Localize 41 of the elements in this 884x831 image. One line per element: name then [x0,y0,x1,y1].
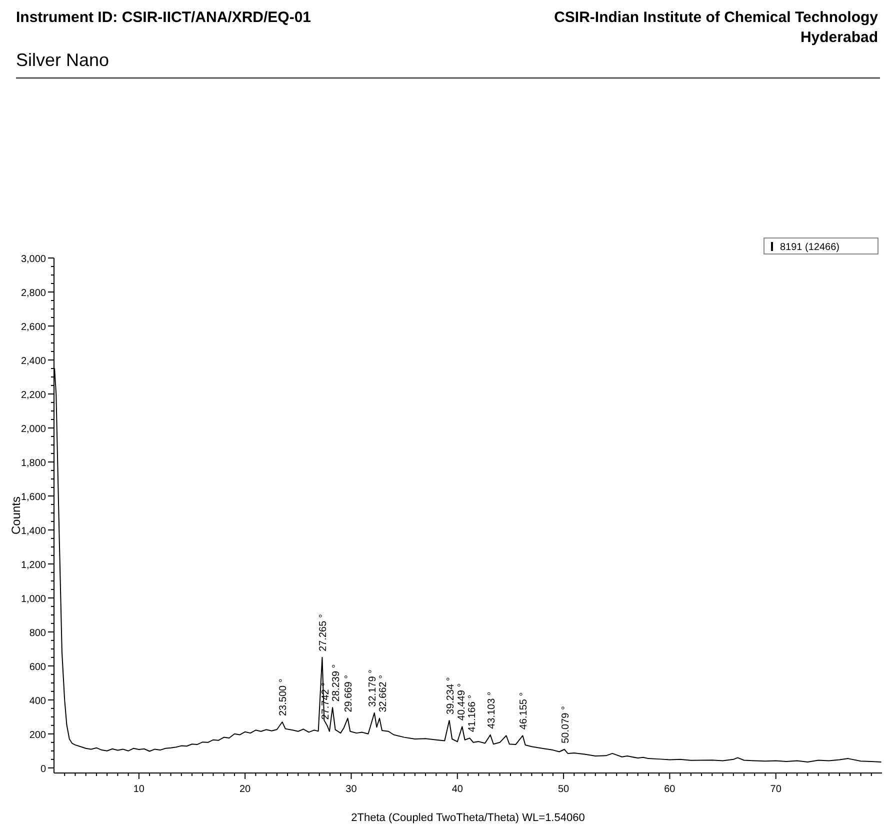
text: CSIR-Indian Institute of Chemical Technology [554,9,879,26]
x-axis-title: 2Theta (Coupled TwoTheta/Theta) WL=1.54060 [351,812,585,824]
annotation: 41.166 ° [467,694,478,732]
y-tick-label: 2,800 [20,288,46,299]
chart-title: Silver Nano [16,50,110,70]
annotation: 46.155 ° [518,692,530,730]
annotation: 29.669 ° [344,674,355,712]
annotation: 23.500 ° [278,678,290,716]
y-tick-label: 2,200 [20,390,46,401]
annotation: 40.449 ° [456,683,468,721]
x-tick-label: 20 [240,784,252,795]
x-tick-label: 70 [770,784,782,795]
text: Instrument ID: CSIR-IICT/ANA/XRD/EQ-01 [16,9,312,26]
y-tick-label: 2,400 [20,356,46,367]
y-tick-label: 3,000 [20,254,46,265]
legend-label: 8191 (12466) [780,242,840,253]
annotation: 27.265 ° [318,614,330,652]
y-tick-label: 2,000 [20,424,46,435]
annotation: 39.234 ° [445,677,456,714]
y-tick-label: 1,400 [20,526,46,537]
y-tick-label: 0 [40,764,46,775]
y-tick-label: 600 [29,662,46,673]
annotation: 43.103 ° [486,692,498,729]
annotation: 32.179 ° [368,669,379,707]
x-tick-label: 30 [346,784,358,795]
text: Hyderabad [800,29,878,46]
x-tick-label: 60 [664,784,676,795]
y-tick-label: 1,200 [20,560,46,571]
annotation: 28.239 ° [331,664,342,702]
annotation: 50.079 ° [560,706,572,744]
y-tick-label: 200 [29,730,46,741]
x-tick-label: 40 [452,784,464,795]
y-tick-label: 1,800 [20,458,46,469]
y-tick-label: 400 [29,696,46,707]
x-tick-label: 10 [133,784,145,795]
y-tick-label: 800 [29,628,46,639]
y-tick-label: 1,000 [20,594,46,605]
x-tick-label: 50 [558,784,570,795]
y-tick-label: 2,600 [20,322,46,333]
annotation: 32.662 ° [378,674,390,712]
y-tick-label: 1,600 [20,492,46,503]
